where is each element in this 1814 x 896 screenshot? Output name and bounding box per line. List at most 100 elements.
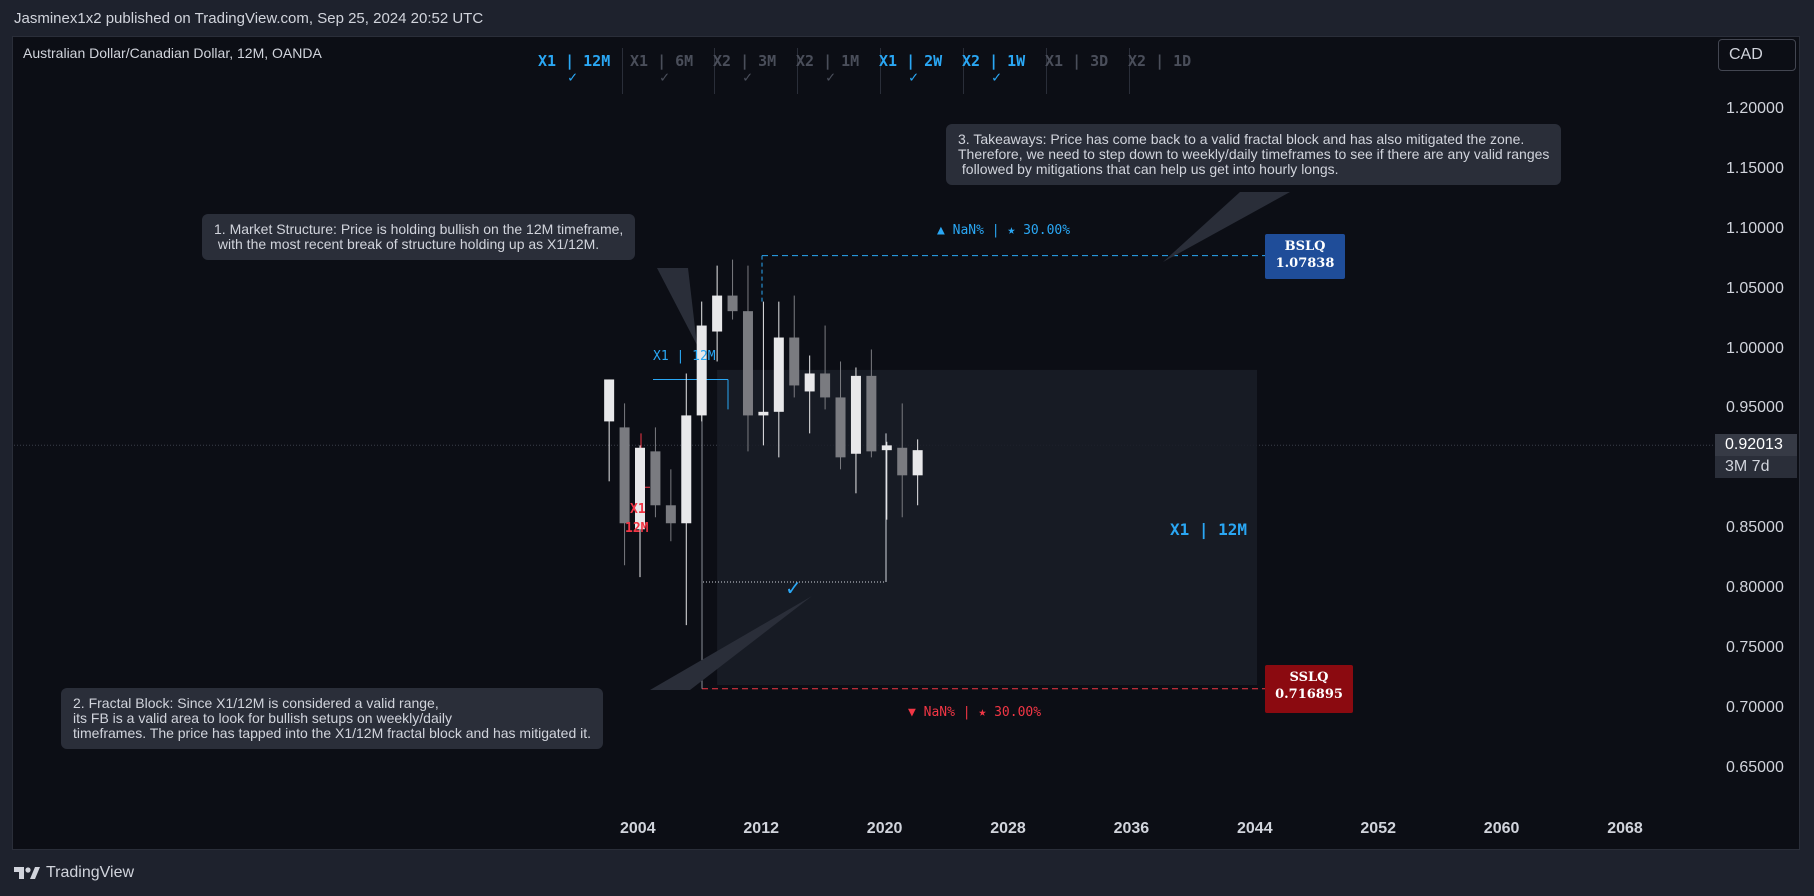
timeframe-4[interactable]: X1 | 2W ✓ (879, 52, 943, 86)
candle-body (835, 397, 846, 458)
bslq-label-box: BSLQ 1.07838 (1265, 234, 1345, 279)
sslq-stats: ▼ NaN% | ★ 30.00% (908, 705, 1042, 720)
callout-fractal-block: 2. Fractal Block: Since X1/12M is consid… (61, 688, 604, 749)
timeframe-check-icon: ✓ (826, 68, 836, 86)
candle-body (727, 295, 738, 312)
candle-body (881, 445, 892, 451)
x1-12m-zone-label: X1 | 12M (1170, 520, 1248, 539)
y-tick-label: 0.75000 (1726, 639, 1784, 657)
y-tick-label: 0.95000 (1726, 399, 1784, 417)
candle-body (866, 375, 877, 452)
candle-body (804, 373, 815, 392)
timeframe-label: X2 | 1D (1128, 52, 1192, 70)
timeframe-separator (1046, 48, 1047, 94)
x1-12m-small-label: X1 | 12M (653, 349, 716, 364)
x-tick-label: 2052 (1360, 820, 1396, 837)
timeframe-0[interactable]: X1 | 12M ✓ (538, 52, 611, 86)
y-tick-label: 1.10000 (1726, 219, 1784, 237)
bslq-name: BSLQ (1284, 239, 1326, 254)
y-tick-label: 1.00000 (1726, 339, 1784, 357)
candle-body (681, 415, 692, 524)
x-tick-label: 2028 (990, 820, 1026, 837)
candle-body (665, 505, 676, 524)
timeframe-6[interactable]: X1 | 3D (1045, 52, 1108, 70)
published-line: Jasminex1x2 published on TradingView.com… (14, 10, 484, 27)
sslq-value: 0.716895 (1275, 687, 1343, 702)
symbol-title: Australian Dollar/Canadian Dollar, 12M, … (23, 45, 322, 61)
candle-body (758, 411, 769, 416)
candle-body (696, 325, 707, 416)
candle-body (635, 447, 645, 530)
sslq-label-box: SSLQ 0.716895 (1265, 665, 1353, 713)
timeframe-separator (880, 48, 881, 94)
timeframe-5[interactable]: X2 | 1W ✓ (962, 52, 1026, 86)
timeframe-label: X2 | 3M (713, 52, 777, 70)
callout-2-pointer (650, 596, 812, 690)
callout-1-pointer (657, 268, 697, 345)
current-price-countdown: 3M 7d (1715, 456, 1797, 478)
timeframe-check-icon: ✓ (568, 68, 578, 86)
timeframe-separator (963, 48, 964, 94)
footer-bar (0, 850, 1814, 896)
x1-red-label: X1 (630, 502, 646, 517)
currency-button[interactable]: CAD (1718, 39, 1796, 71)
bslq-value: 1.07838 (1275, 256, 1335, 271)
x-tick-label: 2004 (620, 820, 656, 837)
candle-body (619, 427, 630, 524)
callout-market-structure: 1. Market Structure: Price is holding bu… (202, 214, 636, 260)
x-tick-label: 2036 (1113, 820, 1150, 837)
timeframe-label: X1 | 3D (1045, 52, 1109, 70)
timeframe-check-icon: ✓ (660, 68, 670, 86)
y-tick-label: 0.70000 (1726, 699, 1784, 716)
timeframe-separator (622, 48, 623, 94)
candle-body (789, 337, 800, 386)
y-tick-label: 0.65000 (1726, 758, 1784, 776)
brand-label: TradingView (46, 864, 135, 881)
bslq-stats: ▲ NaN% | ★ 30.00% (937, 223, 1071, 238)
candle-body (712, 295, 723, 332)
candle-body (742, 311, 753, 416)
y-tick-label: 1.15000 (1726, 159, 1784, 177)
timeframe-label: X1 | 12M (538, 52, 611, 70)
y-tick-label: 1.05000 (1726, 279, 1784, 297)
timeframe-1[interactable]: X1 | 6M ✓ (630, 52, 694, 86)
y-tick-label: 0.85000 (1726, 519, 1784, 537)
timeframe-label: X1 | 2W (879, 52, 943, 70)
y-tick-label: 0.80000 (1726, 579, 1784, 597)
timeframe-check-icon: ✓ (909, 68, 919, 86)
candle-body (773, 337, 784, 412)
tradingview-brand[interactable]: TradingView (14, 864, 134, 882)
x-tick-label: 2012 (743, 820, 779, 837)
x-tick-label: 2060 (1483, 820, 1520, 837)
callout-takeaways: 3. Takeaways: Price has come back to a v… (946, 124, 1562, 185)
sslq-name: SSLQ (1289, 670, 1329, 685)
candle-body (650, 451, 661, 506)
candle-body (897, 447, 908, 476)
timeframe-check-icon: ✓ (743, 68, 753, 86)
timeframe-check-icon: ✓ (992, 68, 1002, 86)
candle-body (912, 450, 923, 476)
candle-body (850, 375, 861, 454)
current-price-tag: 0.92013 3M 7d (1715, 434, 1797, 478)
timeframe-3[interactable]: X2 | 1M ✓ (796, 52, 860, 86)
timeframe-label: X2 | 1W (962, 52, 1026, 70)
timeframe-separator (1129, 48, 1130, 94)
x-tick-label: 2044 (1237, 820, 1273, 837)
x-tick-label: 2068 (1607, 820, 1643, 837)
timeframe-separator (714, 48, 715, 94)
timeframe-2[interactable]: X2 | 3M ✓ (713, 52, 777, 86)
zone-check-icon: ✓ (785, 576, 802, 600)
tradingview-logo-icon (14, 867, 40, 879)
y-tick-label: 1.20000 (1726, 99, 1784, 117)
12m-red-label: 12M (625, 521, 649, 536)
current-price-value: 0.92013 (1715, 434, 1797, 456)
timeframe-separator (797, 48, 798, 94)
timeframe-7[interactable]: X2 | 1D (1128, 52, 1191, 70)
x-tick-label: 2020 (866, 820, 903, 837)
candle-body (604, 379, 615, 422)
candle-body (820, 373, 831, 398)
timeframe-label: X1 | 6M (630, 52, 694, 70)
timeframe-label: X2 | 1M (796, 52, 860, 70)
fractal-block-zone (717, 369, 1257, 686)
